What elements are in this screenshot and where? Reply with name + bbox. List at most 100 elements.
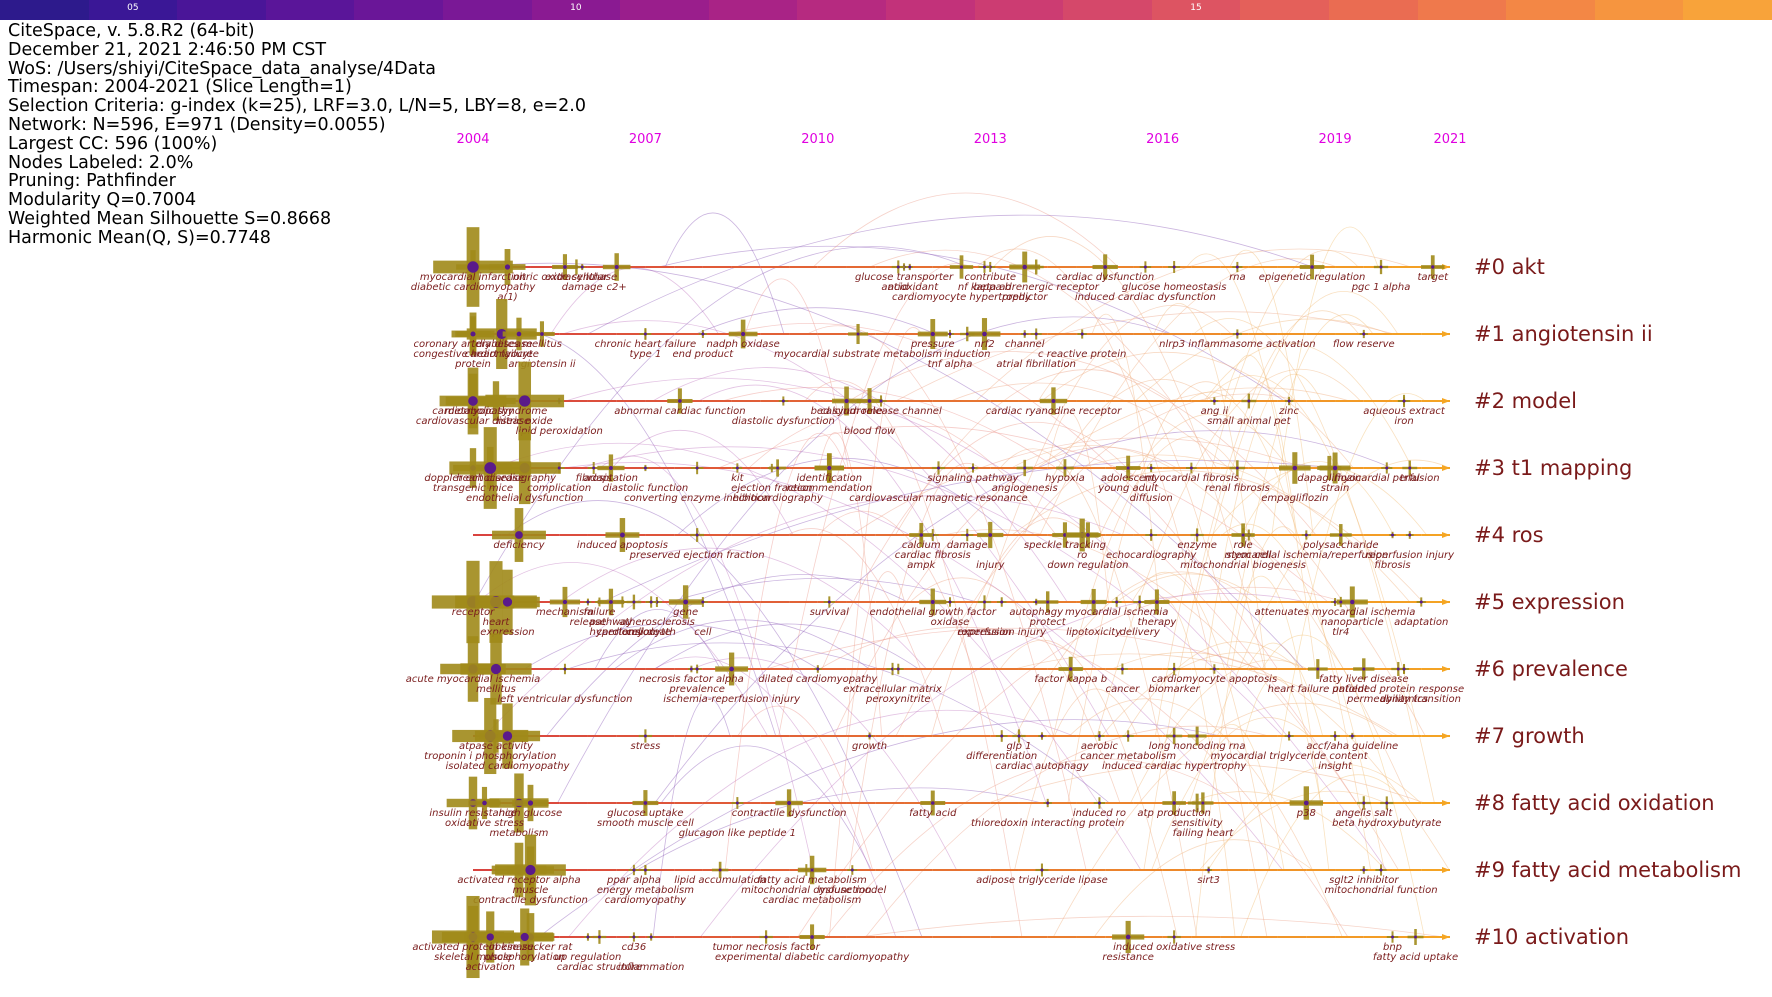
- keyword-node[interactable]: [579, 263, 586, 271]
- keyword-node[interactable]: [945, 329, 955, 339]
- keyword-node[interactable]: [1301, 530, 1311, 540]
- keyword-node[interactable]: [460, 633, 532, 705]
- keyword-node[interactable]: [1162, 791, 1186, 815]
- keyword-node[interactable]: [1038, 732, 1046, 740]
- keyword-node[interactable]: [1043, 798, 1052, 808]
- keyword-node[interactable]: [1289, 786, 1324, 820]
- keyword-node[interactable]: [977, 521, 1004, 549]
- keyword-node[interactable]: [629, 932, 639, 942]
- keyword-node[interactable]: [1077, 329, 1087, 339]
- keyword-node[interactable]: [1357, 796, 1371, 810]
- keyword-node[interactable]: [1168, 662, 1181, 676]
- keyword-node[interactable]: [698, 330, 707, 338]
- keyword-node[interactable]: [1093, 797, 1106, 809]
- keyword-node[interactable]: [875, 395, 887, 407]
- keyword-node[interactable]: [778, 396, 788, 406]
- keyword-node[interactable]: [1133, 595, 1147, 609]
- keyword-node[interactable]: [731, 797, 744, 809]
- keyword-node[interactable]: [866, 732, 874, 740]
- keyword-node[interactable]: [1205, 866, 1212, 874]
- keyword-node[interactable]: [433, 227, 513, 307]
- keyword-node[interactable]: [977, 595, 992, 609]
- keyword-node[interactable]: [1058, 656, 1083, 682]
- keyword-node[interactable]: [553, 462, 565, 474]
- keyword-node[interactable]: [1144, 589, 1170, 615]
- keyword-node[interactable]: [1075, 522, 1101, 548]
- keyword-node[interactable]: [1386, 931, 1399, 943]
- keyword-node[interactable]: [1209, 664, 1220, 674]
- keyword-node[interactable]: [1116, 663, 1128, 675]
- keyword-node[interactable]: [968, 463, 978, 473]
- keyword-node[interactable]: [1032, 598, 1040, 606]
- keyword-node[interactable]: [1279, 452, 1311, 484]
- keyword-node[interactable]: [978, 261, 991, 273]
- keyword-node[interactable]: [906, 263, 913, 271]
- keyword-node[interactable]: [1402, 460, 1418, 476]
- keyword-node[interactable]: [1123, 463, 1133, 473]
- keyword-node[interactable]: [1020, 330, 1029, 338]
- keyword-node[interactable]: [559, 663, 571, 675]
- keyword-node[interactable]: [917, 319, 948, 349]
- keyword-node[interactable]: [1056, 459, 1074, 477]
- keyword-node[interactable]: [961, 528, 974, 542]
- keyword-node[interactable]: [968, 318, 1001, 350]
- keyword-node[interactable]: [1210, 397, 1219, 405]
- keyword-node[interactable]: [640, 865, 650, 875]
- keyword-node[interactable]: [668, 585, 703, 619]
- keyword-node[interactable]: [847, 865, 858, 875]
- keyword-node[interactable]: [1381, 462, 1393, 474]
- keyword-node[interactable]: [1122, 730, 1134, 742]
- keyword-node[interactable]: [1399, 396, 1409, 406]
- keyword-node[interactable]: [489, 249, 526, 285]
- keyword-node[interactable]: [549, 586, 581, 618]
- keyword-node[interactable]: [1389, 531, 1396, 539]
- keyword-node[interactable]: [945, 597, 955, 607]
- keyword-node[interactable]: [464, 911, 516, 963]
- keyword-node[interactable]: [891, 260, 905, 274]
- keyword-node[interactable]: [931, 461, 946, 475]
- keyword-node[interactable]: [1319, 452, 1351, 484]
- keyword-node[interactable]: [1241, 393, 1257, 409]
- keyword-node[interactable]: [1092, 254, 1118, 280]
- keyword-node[interactable]: [1391, 661, 1406, 677]
- keyword-node[interactable]: [832, 386, 862, 416]
- keyword-node[interactable]: [690, 528, 705, 542]
- keyword-node[interactable]: [1399, 664, 1409, 674]
- keyword-node[interactable]: [638, 729, 653, 743]
- keyword-node[interactable]: [1186, 462, 1197, 474]
- keyword-node[interactable]: [1349, 732, 1356, 740]
- keyword-node[interactable]: [909, 522, 934, 548]
- keyword-node[interactable]: [856, 388, 883, 414]
- keyword-node[interactable]: [814, 453, 844, 483]
- keyword-node[interactable]: [647, 933, 655, 941]
- keyword-node[interactable]: [455, 316, 491, 352]
- keyword-node[interactable]: [1030, 328, 1042, 340]
- keyword-node[interactable]: [1039, 387, 1068, 415]
- keyword-node[interactable]: [823, 596, 835, 608]
- keyword-node[interactable]: [642, 464, 649, 472]
- keyword-node[interactable]: [602, 253, 631, 281]
- keyword-node[interactable]: [1330, 731, 1340, 741]
- keyword-node[interactable]: [1080, 588, 1107, 616]
- keyword-node[interactable]: [529, 321, 555, 347]
- keyword-node[interactable]: [587, 462, 600, 474]
- keyword-node[interactable]: [1335, 596, 1346, 608]
- keyword-node[interactable]: [920, 790, 946, 816]
- keyword-node[interactable]: [645, 596, 657, 608]
- keyword-node[interactable]: [1147, 463, 1156, 473]
- keyword-node[interactable]: [919, 588, 947, 616]
- keyword-node[interactable]: [1145, 529, 1157, 541]
- keyword-node[interactable]: [495, 834, 566, 906]
- keyword-node[interactable]: [1375, 864, 1387, 876]
- keyword-node[interactable]: [1236, 528, 1250, 542]
- keyword-node[interactable]: [1416, 597, 1426, 607]
- keyword-node[interactable]: [814, 665, 822, 673]
- keyword-node[interactable]: [1284, 396, 1294, 406]
- keyword-node[interactable]: [893, 663, 904, 675]
- keyword-node[interactable]: [502, 317, 536, 351]
- keyword-node[interactable]: [1359, 866, 1368, 874]
- keyword-node[interactable]: [1229, 460, 1246, 476]
- keyword-node[interactable]: [597, 454, 625, 482]
- keyword-node[interactable]: [640, 329, 651, 339]
- keyword-node[interactable]: [632, 790, 659, 816]
